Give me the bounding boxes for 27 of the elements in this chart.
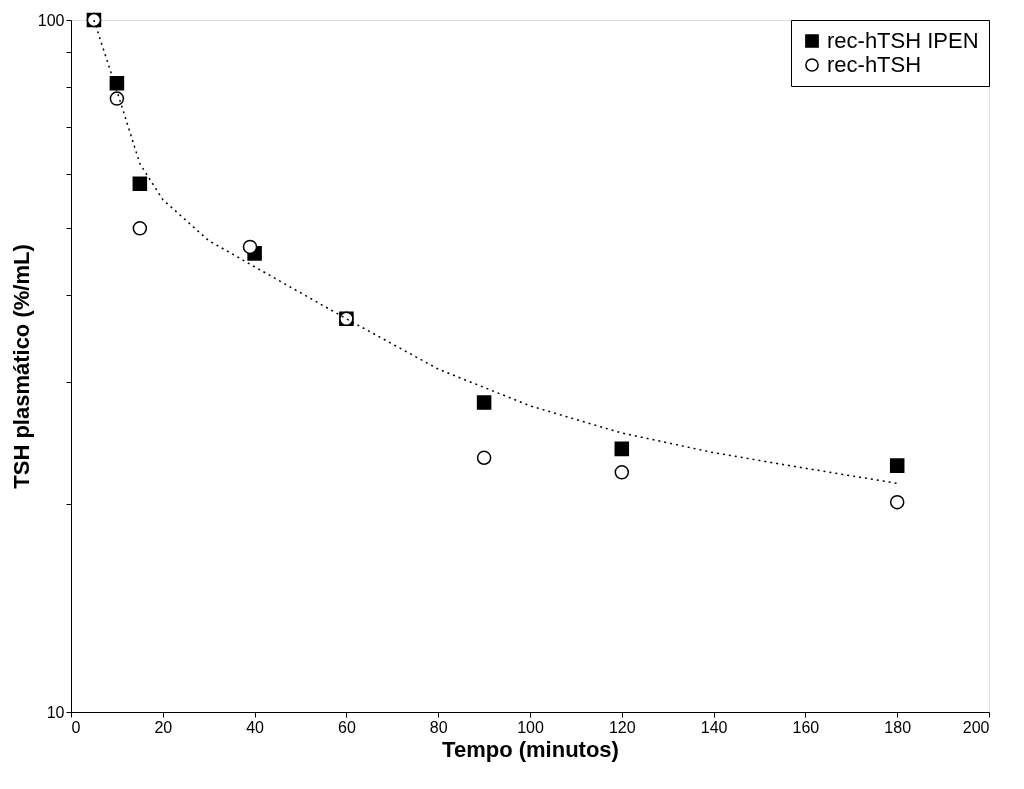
point xyxy=(614,465,630,480)
x-tick-label: 160 xyxy=(792,718,820,736)
y-tick-label: 10 xyxy=(46,703,65,721)
point xyxy=(476,395,492,410)
point xyxy=(109,76,125,91)
x-axis-title: Tempo (minutos) xyxy=(442,736,619,762)
legend-label: rec-hTSH IPEN xyxy=(827,28,979,53)
x-tick-label: 140 xyxy=(700,718,728,736)
x-tick-label: 80 xyxy=(429,718,448,736)
point xyxy=(476,450,492,466)
point xyxy=(614,441,630,457)
point xyxy=(242,239,258,255)
x-tick-label: 60 xyxy=(338,718,356,736)
x-tick-label: 0 xyxy=(71,718,81,736)
point xyxy=(132,221,148,236)
point xyxy=(109,91,125,106)
x-tick-label: 40 xyxy=(246,718,265,736)
x-tick-label: 20 xyxy=(154,718,173,736)
x-tick-label: 120 xyxy=(608,718,636,736)
point xyxy=(132,176,148,191)
x-tick-label: 200 xyxy=(962,718,990,736)
y-axis-title: TSH plasmático (%/mL) xyxy=(8,244,34,489)
x-tick-label: 100 xyxy=(517,718,544,736)
point xyxy=(889,494,905,510)
point xyxy=(889,458,905,473)
x-tick-label: 180 xyxy=(884,718,912,736)
legend-label: rec-hTSH xyxy=(827,52,922,77)
